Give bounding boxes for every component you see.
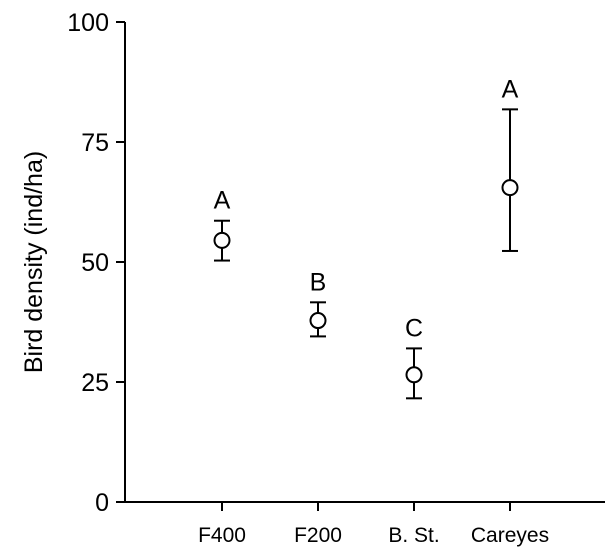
x-axis: F400 F200 B. St. Careyes	[125, 501, 605, 547]
x-tick-label: F200	[294, 524, 342, 547]
x-ticks: F400 F200 B. St. Careyes	[198, 502, 549, 547]
y-axis: 0 25 50 75 100	[67, 9, 126, 517]
x-tick-label: B. St.	[388, 524, 439, 547]
significance-letter: A	[214, 187, 231, 215]
y-tick-label: 100	[67, 9, 109, 37]
data-point	[213, 231, 231, 249]
series: A B C A	[213, 75, 519, 400]
x-tick-label: Careyes	[471, 524, 549, 547]
data-point	[309, 312, 327, 330]
x-tick-label: F400	[198, 524, 246, 547]
y-tick-label: 50	[81, 249, 109, 277]
y-tick-label: 0	[95, 489, 109, 517]
y-tick-label: 25	[81, 369, 109, 397]
data-point	[501, 179, 519, 197]
y-axis-label: Bird density (ind/ha)	[20, 151, 48, 373]
y-tick-label: 75	[81, 129, 109, 157]
significance-letter: B	[310, 268, 327, 296]
y-ticks: 0 25 50 75 100	[67, 9, 125, 517]
significance-letter: C	[405, 314, 423, 342]
significance-letter: A	[502, 75, 519, 103]
data-point	[405, 366, 423, 384]
